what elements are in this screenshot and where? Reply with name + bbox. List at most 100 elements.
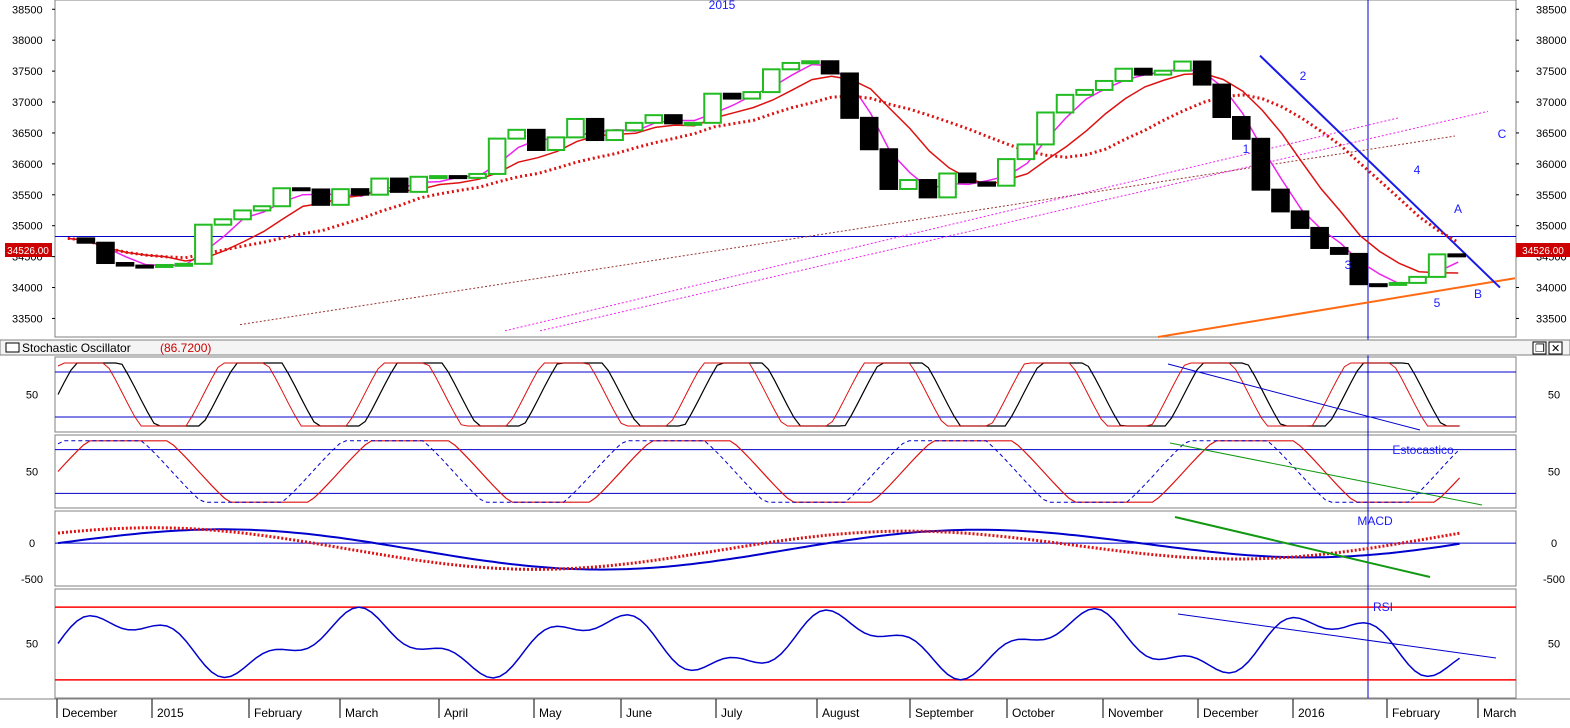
- price-step-bar: [507, 128, 526, 140]
- price-step-bar: [1016, 143, 1036, 161]
- price-step-bar: [1310, 226, 1329, 249]
- price-step-bar: [1114, 67, 1134, 82]
- price-step-bar: [154, 263, 174, 268]
- indicator-value: (86.7200): [160, 341, 211, 355]
- month-label: August: [822, 706, 860, 720]
- osc-axis-tick-left: 50: [26, 639, 38, 651]
- price-step-bar: [370, 177, 389, 196]
- osc-line: [57, 362, 1460, 427]
- stochastic-panel[interactable]: [55, 362, 1516, 431]
- price-step-bar: [899, 179, 918, 190]
- price-step-bar: [1094, 79, 1114, 91]
- price-step-bar: [1153, 69, 1173, 76]
- price-step-bar: [1134, 67, 1153, 76]
- macd-panel[interactable]: [55, 516, 1516, 578]
- price-step-bar: [957, 172, 977, 184]
- price-step-bar: [820, 60, 840, 75]
- wave-label: 4: [1414, 163, 1421, 177]
- wave-label: 1: [1243, 142, 1250, 156]
- price-step-bar: [1192, 60, 1212, 86]
- price-step-bar: [272, 187, 291, 208]
- osc-line: [57, 440, 1461, 503]
- price-step-bar: [801, 60, 820, 65]
- osc-axis-tick-right: -500: [1543, 574, 1565, 586]
- rsi-frame: [54, 588, 1517, 699]
- price-step-bar: [703, 92, 722, 124]
- osc-line: [57, 526, 1460, 571]
- macd-trendline: [1174, 516, 1431, 578]
- rsi-panel[interactable]: [55, 606, 1516, 681]
- rsi-label: RSI: [1373, 600, 1393, 614]
- price-axis-tick-right: 37000: [1536, 97, 1567, 109]
- price-step-bar: [527, 128, 546, 151]
- estocastico-label: Estocastico: [1392, 443, 1454, 457]
- osc-axis-tick-right: 50: [1548, 467, 1560, 479]
- price-frame: [54, 0, 1517, 338]
- month-label: November: [1108, 706, 1163, 720]
- price-step-bar: [135, 264, 154, 269]
- restore-button[interactable]: [1532, 341, 1547, 355]
- elliott-wave-labels: 1 2 3 4 5 A B C: [1243, 69, 1507, 310]
- price-step-bar: [997, 158, 1016, 187]
- month-label: July: [721, 706, 742, 720]
- indicator-title: Stochastic Oscillator: [22, 341, 131, 355]
- month-label: 2016: [1298, 706, 1325, 720]
- stoch-frame: [54, 356, 1517, 433]
- price-step-bar: [1427, 253, 1447, 278]
- price-step-bar: [350, 188, 370, 196]
- trendline-blue-down: [1259, 54, 1501, 289]
- price-axis-tick-right: 35000: [1536, 221, 1567, 233]
- price-step-bar: [781, 61, 801, 71]
- price-step-bar: [1388, 281, 1408, 286]
- osc-line: [57, 606, 1461, 681]
- wave-label: 2: [1300, 69, 1307, 83]
- price-step-bar: [331, 188, 350, 206]
- price-axis-tick-left: 33500: [12, 313, 43, 325]
- price-axis-tick-left: 35500: [12, 190, 43, 202]
- ma-long-line: [67, 93, 1459, 260]
- month-label: April: [444, 706, 468, 720]
- price-step-bar: [546, 136, 566, 151]
- wave-label: 3: [1345, 258, 1352, 272]
- price-step-bar: [76, 237, 96, 244]
- price-panel[interactable]: [55, 0, 1516, 698]
- price-step-bar: [252, 205, 272, 212]
- price-step-bar: [233, 209, 252, 221]
- price-step-bar: [1369, 283, 1388, 288]
- close-button[interactable]: [1548, 341, 1563, 355]
- price-step-bar: [292, 187, 311, 192]
- wave-label: 5: [1434, 296, 1441, 310]
- panel-frames: [0, 0, 1570, 700]
- price-axis-tick-right: 38500: [1536, 4, 1567, 16]
- price-step-bar: [468, 172, 487, 179]
- price-step-bar: [1232, 115, 1251, 140]
- osc-line: [57, 528, 1460, 571]
- price-step-bar: [566, 117, 585, 139]
- price-axis-tick-left: 35000: [12, 221, 43, 233]
- estocastico-panel[interactable]: [55, 440, 1516, 506]
- price-step-bar: [644, 114, 664, 124]
- restore-icon: ❐: [1535, 343, 1545, 355]
- price-step-bar: [194, 223, 213, 265]
- price-step-bar: [1055, 93, 1075, 114]
- price-step-bar: [1329, 246, 1349, 255]
- price-step-bar: [409, 175, 429, 193]
- trendline-magenta-1: [504, 116, 1401, 332]
- time-axis: December 2015 February March April May June Jul…: [56, 699, 1516, 720]
- month-label: March: [1483, 706, 1516, 720]
- price-step-bar: [429, 175, 448, 180]
- price-step-bar: [115, 262, 135, 267]
- price-step-bar: [879, 148, 899, 190]
- year-label: 2015: [709, 0, 736, 12]
- price-axis-tick-right: 33500: [1536, 313, 1567, 325]
- month-label: December: [1203, 706, 1258, 720]
- price-step-bar: [605, 129, 624, 142]
- price-step-bar: [1075, 88, 1094, 96]
- price-step-bar: [762, 68, 781, 94]
- osc-axis-tick-left: 0: [29, 538, 35, 550]
- rsi-trendline: [1177, 613, 1497, 659]
- price-axis-tick-right: 36000: [1536, 159, 1567, 171]
